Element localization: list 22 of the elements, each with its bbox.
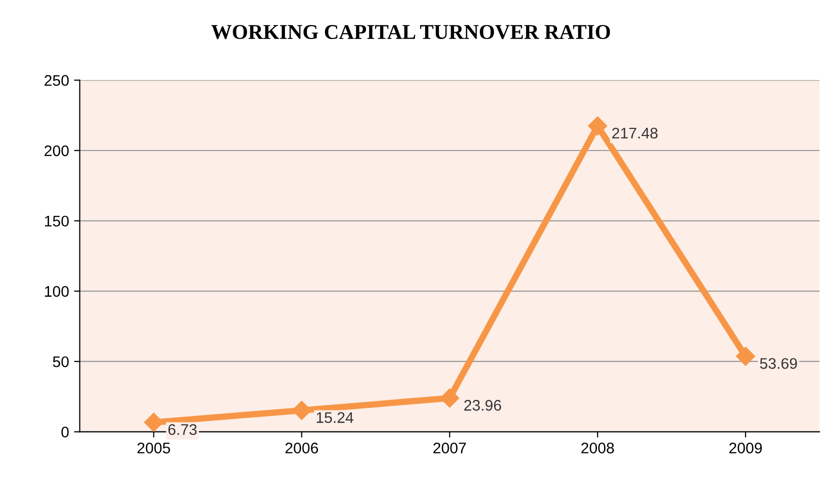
x-tick-label: 2006: [285, 442, 318, 454]
point: [440, 388, 460, 408]
y-tick-label: 250: [44, 75, 69, 86]
y-tick-label: 0: [61, 426, 69, 438]
x-tick-label: 2009: [729, 442, 762, 454]
y-tick-label: 200: [44, 145, 69, 156]
data-label: 15.24: [316, 412, 354, 423]
point: [144, 412, 164, 432]
x-tick-label: 2008: [581, 442, 614, 454]
y-tick-label: 50: [52, 356, 69, 368]
x-tick-label: 2005: [137, 442, 170, 454]
y-tick-label: 100: [44, 286, 69, 297]
data-label: 6.73: [168, 424, 197, 435]
data-label: 23.96: [464, 400, 502, 411]
x-tick-label: 2007: [433, 442, 466, 454]
data-label: 217.48: [612, 128, 658, 139]
chart-title: WORKING CAPITAL TURNOVER RATIO: [211, 25, 610, 40]
point: [736, 346, 756, 366]
y-tick-label: 150: [44, 216, 69, 227]
point: [588, 116, 608, 136]
data-label: 53.69: [760, 358, 797, 369]
point: [292, 400, 312, 420]
